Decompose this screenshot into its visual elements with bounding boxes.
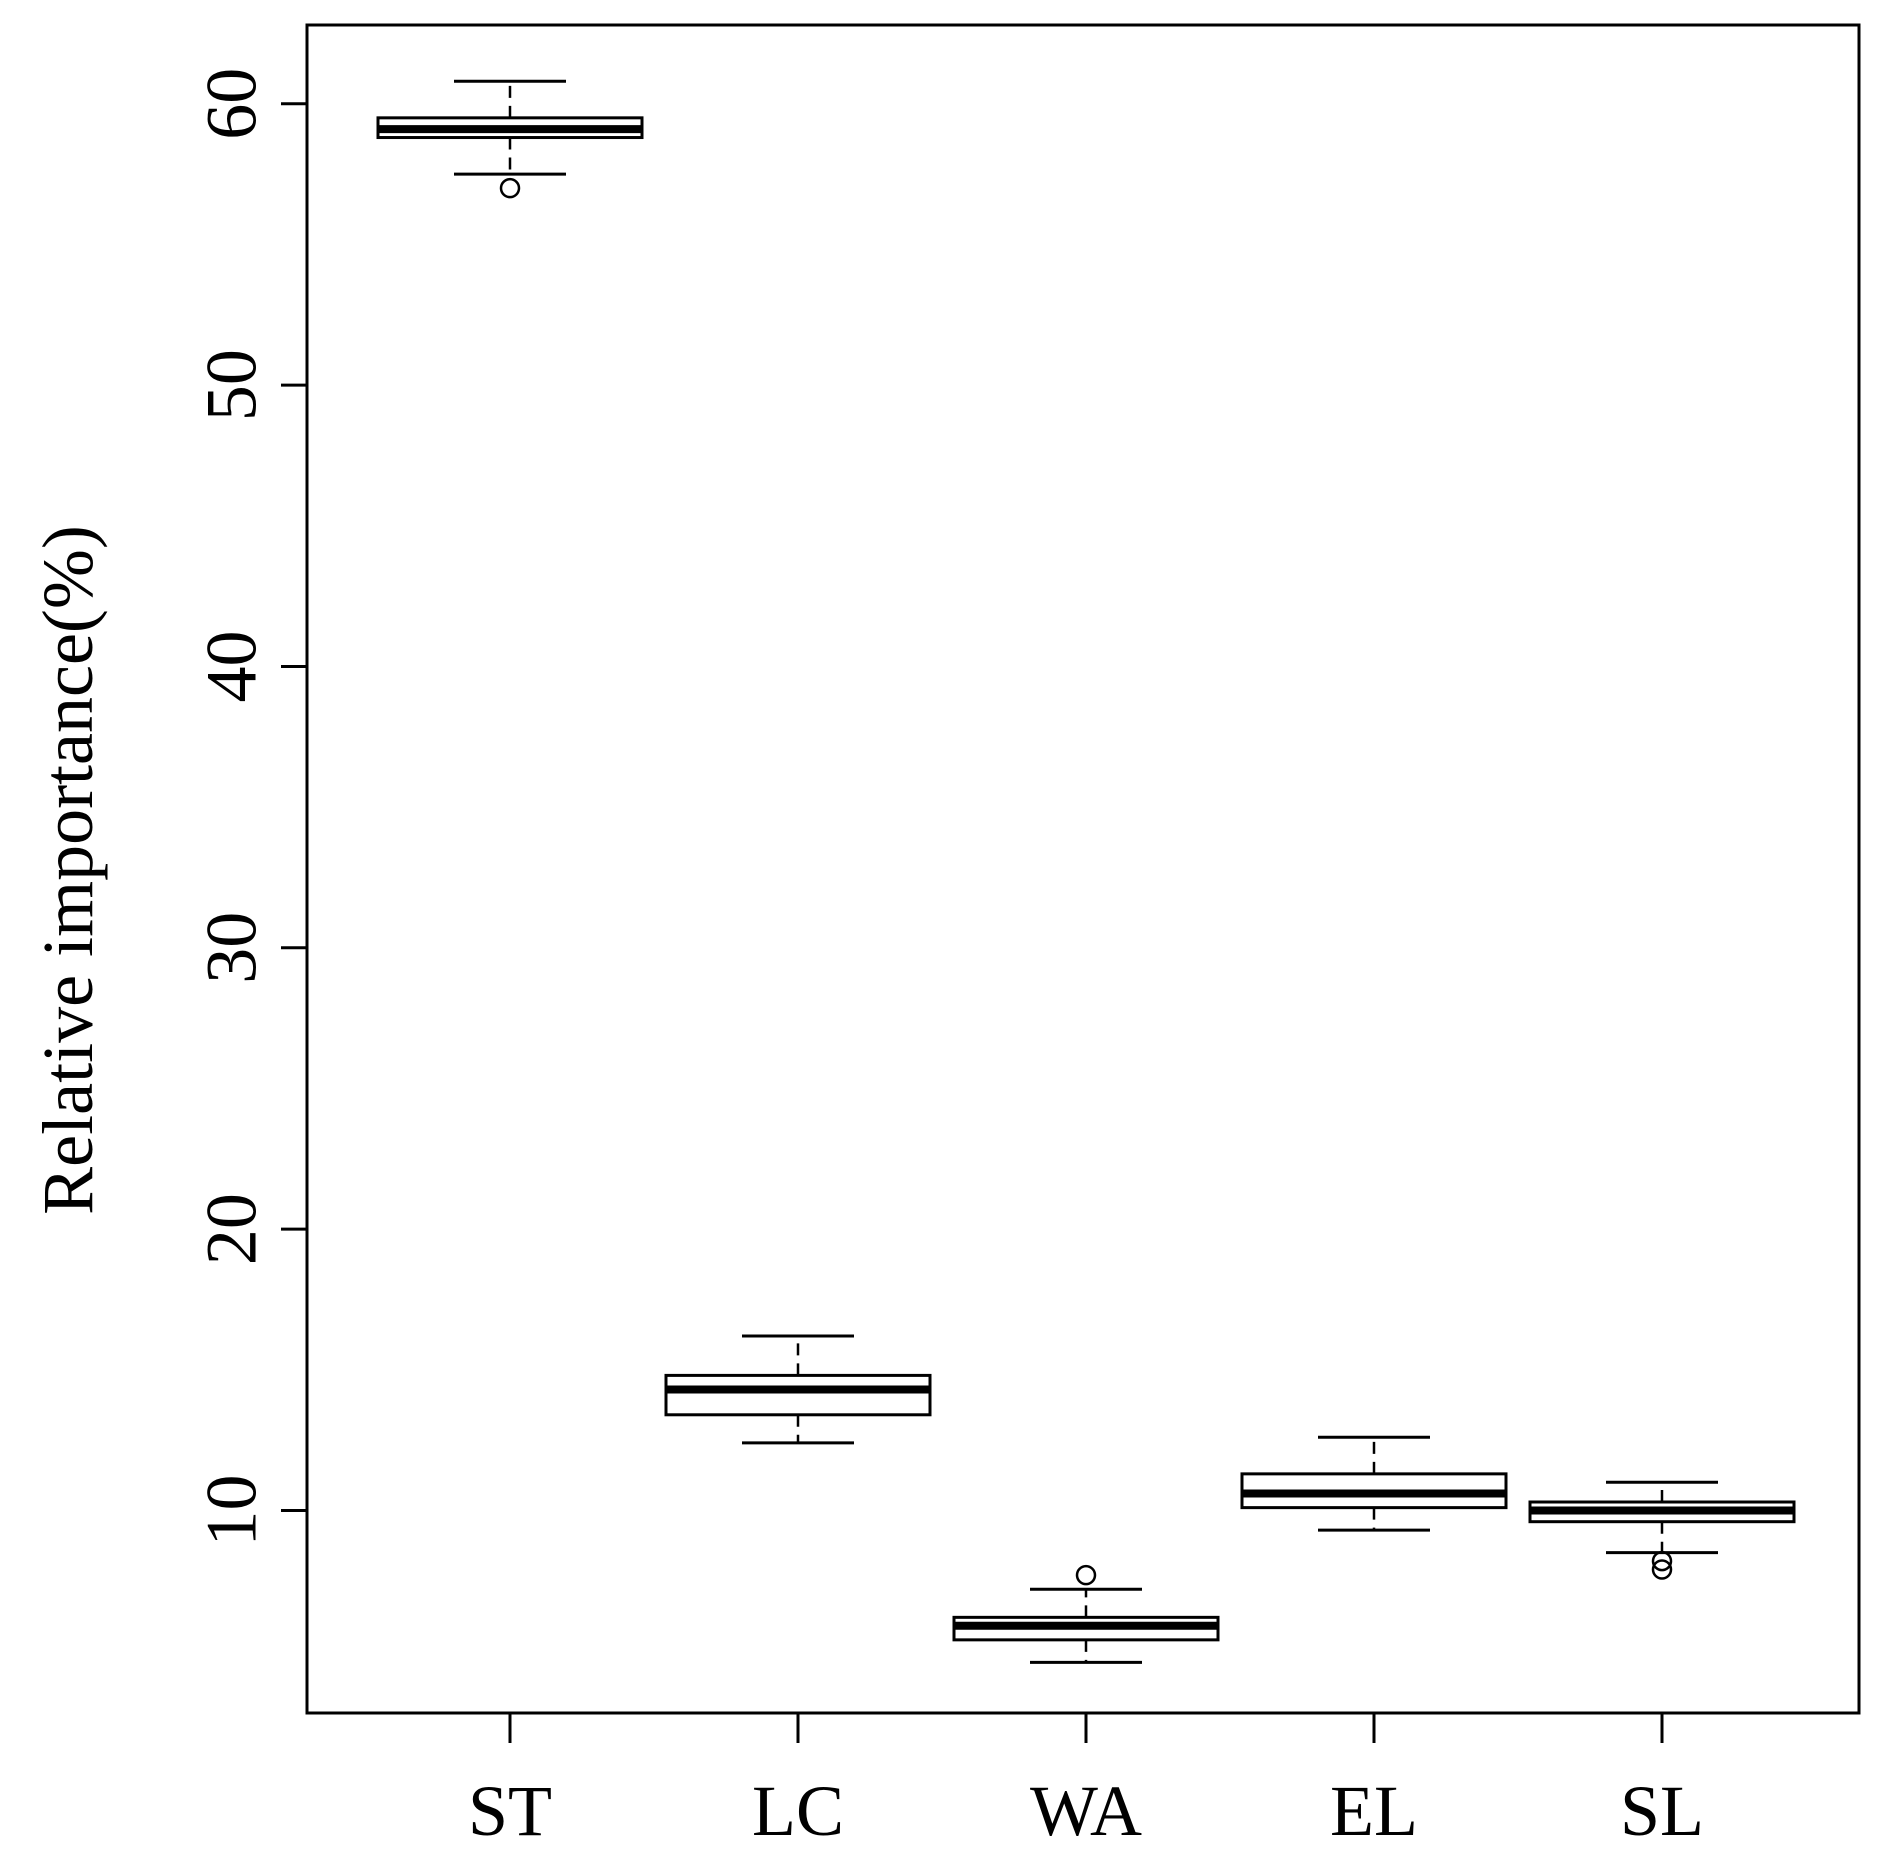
iqr-box <box>664 1373 932 1417</box>
outlier-point <box>1651 1550 1673 1572</box>
y-tick-label: 10 <box>192 1474 272 1546</box>
x-tick-label: LC <box>752 1771 844 1851</box>
y-axis: 10 20 30 40 50 60 <box>192 68 307 1546</box>
y-tick-label: 60 <box>192 68 272 140</box>
box-group-st <box>376 79 644 199</box>
box-group-lc <box>664 1334 932 1445</box>
box-series <box>376 79 1796 1664</box>
box-group-wa <box>952 1564 1220 1664</box>
x-tick-label: WA <box>1030 1771 1142 1851</box>
box-group-sl <box>1528 1480 1796 1580</box>
x-axis: ST LC WA EL SL <box>468 1713 1704 1851</box>
y-axis-label: Relative importance(%) <box>28 525 108 1215</box>
y-tick-label: 20 <box>192 1193 272 1265</box>
outlier-point <box>499 177 521 199</box>
outlier-point <box>1075 1564 1097 1586</box>
y-tick-label: 30 <box>192 912 272 984</box>
y-tick-label: 40 <box>192 630 272 702</box>
x-tick-label: ST <box>468 1771 552 1851</box>
outlier-point <box>1651 1559 1673 1580</box>
y-tick-label: 50 <box>192 349 272 421</box>
x-tick-label: EL <box>1330 1771 1418 1851</box>
x-tick-label: SL <box>1620 1771 1704 1851</box>
box-group-el <box>1240 1435 1508 1532</box>
plot-frame <box>305 23 1861 1715</box>
